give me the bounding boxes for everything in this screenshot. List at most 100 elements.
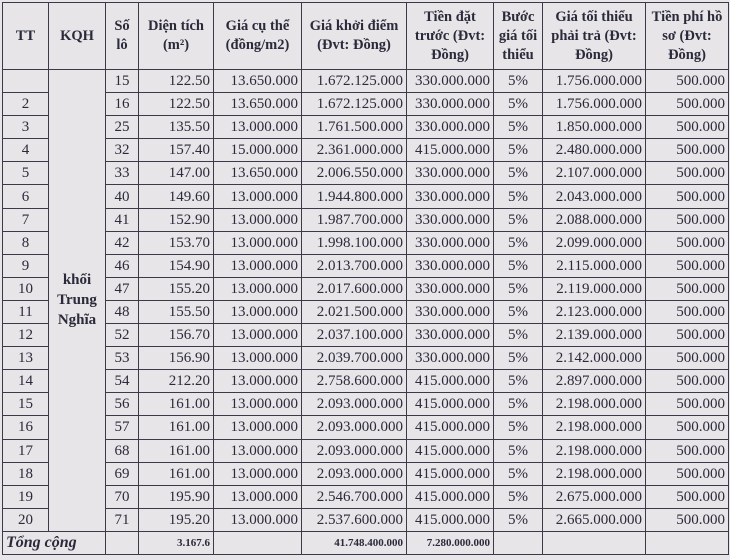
table-cell: 195.90 [138, 484, 214, 509]
table-cell: 500.000 [645, 184, 729, 209]
table-cell: 54 [105, 369, 139, 394]
table-cell: 153.70 [138, 230, 214, 255]
table-cell: 47 [105, 276, 139, 301]
table-cell: 330.000.000 [406, 276, 494, 301]
table-cell: 11 [2, 299, 49, 325]
table-row: 19 70 195.90 13.000.000 2.546.700.000 415.000… [2, 484, 729, 509]
table-cell: 5% [493, 369, 543, 394]
table-cell: 157.40 [138, 138, 214, 163]
table-cell: 500.000 [645, 253, 729, 278]
table-cell: 48 [105, 299, 139, 325]
column-header: Bước giá tối thiểu [493, 2, 543, 70]
table-cell: 415.000.000 [406, 392, 494, 417]
table-cell: 5% [493, 68, 543, 94]
table-cell: 15.000.000 [213, 138, 302, 163]
table-row: 2 16 122.50 13.650.000 1.672.125.000 330.000.… [2, 92, 729, 117]
table-cell: 2 [2, 92, 49, 117]
table-row: 17 68 161.00 13.000.000 2.093.000.000 415.000… [2, 438, 729, 463]
table-cell: 415.000.000 [406, 484, 494, 509]
table-cell: 13 [2, 346, 49, 371]
total-deposit: 7.280.000.000 [406, 530, 494, 555]
table-cell: 2.665.000.000 [542, 507, 646, 532]
table-cell: 2.480.000.000 [542, 138, 646, 163]
table-cell: 1.998.100.000 [301, 230, 407, 255]
table-cell: 2.198.000.000 [542, 415, 646, 440]
table-cell: 41 [105, 207, 139, 232]
table-cell: 330.000.000 [406, 346, 494, 371]
table-cell: 19 [2, 484, 49, 509]
table-cell: 13.000.000 [213, 415, 302, 440]
table-cell: 13.000.000 [213, 346, 302, 371]
table-cell: 161.00 [138, 392, 214, 417]
table-cell: 156.70 [138, 323, 214, 348]
header-row: TT KQH Số lô Diện tích (m²) Giá cụ thể (đồng… [2, 2, 729, 70]
table-cell: 147.00 [138, 161, 214, 186]
table-cell: 500.000 [645, 484, 729, 509]
column-header: TT [2, 2, 49, 70]
table-cell: 500.000 [645, 230, 729, 255]
table-cell: 5% [493, 392, 543, 417]
table-cell: 7 [2, 207, 49, 232]
table-cell [2, 68, 49, 94]
table-cell: 5% [493, 115, 543, 140]
table-cell: 2.758.600.000 [301, 369, 407, 394]
table-cell: 52 [105, 323, 139, 348]
table-cell: 2.115.000.000 [542, 253, 646, 278]
table-cell: 33 [105, 161, 139, 186]
table-cell: 330.000.000 [406, 68, 494, 94]
table-cell: 415.000.000 [406, 415, 494, 440]
table-cell: 2.107.000.000 [542, 161, 646, 186]
table-cell: 415.000.000 [406, 438, 494, 463]
table-cell: 13.000.000 [213, 299, 302, 325]
table-cell: 330.000.000 [406, 184, 494, 209]
table-cell: 415.000.000 [406, 369, 494, 394]
table-cell: 5% [493, 507, 543, 532]
table-cell: 330.000.000 [406, 230, 494, 255]
table-cell: 212.20 [138, 369, 214, 394]
table-cell: 13.650.000 [213, 92, 302, 117]
table-cell: 13.000.000 [213, 207, 302, 232]
table-row: 13 53 156.90 13.000.000 2.039.700.000 330.000… [2, 346, 729, 371]
column-header: Giá tối thiểu phải trả (Đvt: Đồng) [542, 2, 646, 70]
table-cell: 2.897.000.000 [542, 369, 646, 394]
empty-cell [213, 530, 302, 555]
table-cell: 500.000 [645, 438, 729, 463]
table-cell: 2.013.700.000 [301, 253, 407, 278]
empty-cell [105, 530, 139, 555]
empty-cell [493, 530, 543, 555]
table-cell: 13.000.000 [213, 438, 302, 463]
table-cell: 1.756.000.000 [542, 92, 646, 117]
table-cell: 17 [2, 438, 49, 463]
table-cell: 500.000 [645, 161, 729, 186]
table-cell: 1.850.000.000 [542, 115, 646, 140]
total-row: Tổng cộng 3.167.6 41.748.400.000 7.280.0… [2, 530, 729, 555]
table-cell: 2.537.600.000 [301, 507, 407, 532]
table-cell: 2.675.000.000 [542, 484, 646, 509]
table-cell: 330.000.000 [406, 253, 494, 278]
table-row: 8 42 153.70 13.000.000 1.998.100.000 330.000.… [2, 230, 729, 255]
table-cell: 2.198.000.000 [542, 461, 646, 486]
table-cell: 13.000.000 [213, 184, 302, 209]
table-cell: 13.650.000 [213, 68, 302, 94]
table-cell: 13.000.000 [213, 276, 302, 301]
table-cell: 500.000 [645, 68, 729, 94]
table-cell: 2.043.000.000 [542, 184, 646, 209]
table-cell: 2.361.000.000 [301, 138, 407, 163]
table-cell: 53 [105, 346, 139, 371]
table-cell: 16 [2, 415, 49, 440]
table-cell: 13.000.000 [213, 115, 302, 140]
table-cell: 330.000.000 [406, 207, 494, 232]
table-cell: 13.650.000 [213, 161, 302, 186]
table-cell: 2.198.000.000 [542, 392, 646, 417]
table-cell: 57 [105, 415, 139, 440]
table-row: 5 33 147.00 13.650.000 2.006.550.000 330.000.… [2, 161, 729, 186]
table-cell: 330.000.000 [406, 161, 494, 186]
table-cell: 1.761.500.000 [301, 115, 407, 140]
table-row: 6 40 149.60 13.000.000 1.944.800.000 330.000.… [2, 184, 729, 209]
table-cell: 1.672.125.000 [301, 92, 407, 117]
table-cell: 330.000.000 [406, 323, 494, 348]
table-cell: 2.093.000.000 [301, 461, 407, 486]
table-row: 15 56 161.00 13.000.000 2.093.000.000 415.000… [2, 392, 729, 417]
table-cell: 2.021.500.000 [301, 299, 407, 325]
table-cell: 135.50 [138, 115, 214, 140]
